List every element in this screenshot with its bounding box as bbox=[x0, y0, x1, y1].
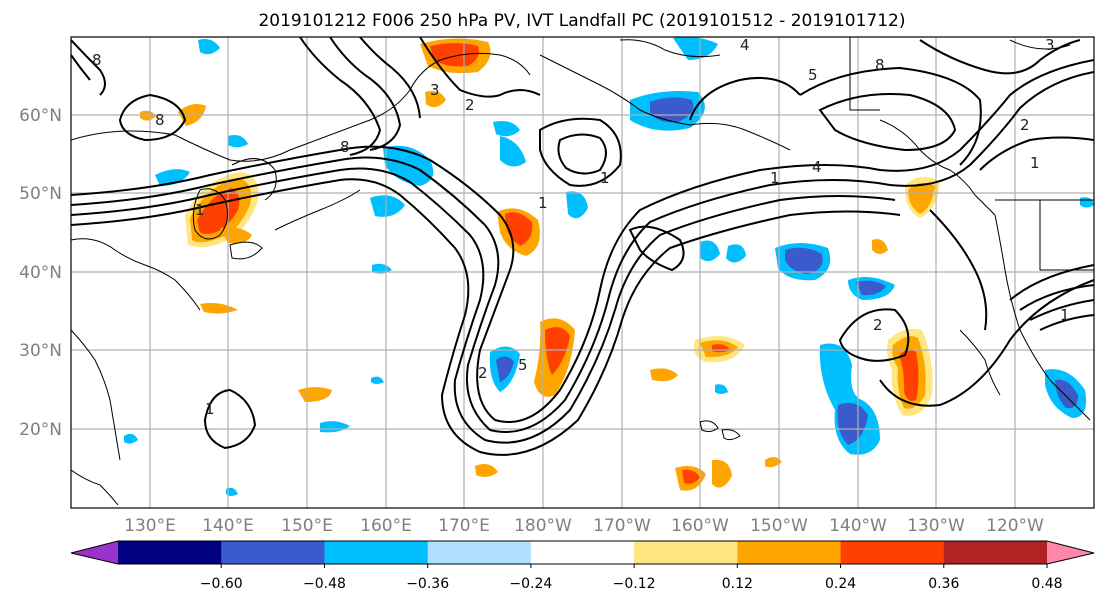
colorbar-segments bbox=[118, 541, 1048, 564]
contour-label: 1 bbox=[770, 169, 780, 187]
latitude-labels: 60°N 50°N 40°N 30°N 20°N bbox=[19, 106, 62, 440]
contour-lines bbox=[71, 37, 1094, 456]
contour-label: 8 bbox=[340, 138, 350, 156]
lon-label: 160°W bbox=[671, 516, 729, 536]
colorbar-tick-label: 0.24 bbox=[825, 576, 856, 592]
lon-label: 170°E bbox=[438, 516, 490, 536]
colorbar-extend-right bbox=[1047, 541, 1094, 564]
lat-label: 40°N bbox=[19, 263, 62, 283]
lon-label: 120°W bbox=[986, 516, 1044, 536]
contour-label: 3 bbox=[1045, 36, 1055, 54]
colorbar-tick-label: −0.36 bbox=[406, 576, 449, 592]
contour-label: 4 bbox=[812, 158, 822, 176]
contour-label: 1 bbox=[1060, 306, 1070, 324]
lat-label: 60°N bbox=[19, 106, 62, 126]
contour-label: 2 bbox=[478, 364, 488, 382]
contour-labels: 8 8 3 4 2 1 1 8 1 1 4 1 5 5 2 2 1 1 2 3 bbox=[92, 36, 1070, 418]
colorbar-segment bbox=[324, 541, 429, 564]
colorbar-segment bbox=[118, 541, 222, 564]
lon-label: 160°E bbox=[360, 516, 412, 536]
contour-label: 1 bbox=[538, 194, 548, 212]
colorbar-tick-label: −0.48 bbox=[303, 576, 346, 592]
contour-label: 5 bbox=[808, 66, 818, 84]
colorbar-tick-label: 0.48 bbox=[1031, 576, 1062, 592]
contour-label: 1 bbox=[205, 400, 215, 418]
colorbar-tick-label: 0.12 bbox=[722, 576, 753, 592]
contour-label: 8 bbox=[155, 111, 165, 129]
contour-label: 3 bbox=[430, 81, 440, 99]
colorbar-segment bbox=[221, 541, 325, 564]
longitude-labels: 130°E 140°E 150°E 160°E 170°E 180°W 170°… bbox=[124, 516, 1044, 536]
lon-label: 150°W bbox=[750, 516, 808, 536]
lat-label: 50°N bbox=[19, 184, 62, 204]
colorbar-segment bbox=[634, 541, 738, 564]
lon-label: 140°E bbox=[202, 516, 254, 536]
colorbar-tick-label: −0.12 bbox=[613, 576, 656, 592]
lat-label: 20°N bbox=[19, 420, 62, 440]
colorbar-segment bbox=[737, 541, 842, 564]
colorbar-tick-label: −0.60 bbox=[200, 576, 243, 592]
colorbar-segment bbox=[427, 541, 532, 564]
lon-label: 130°W bbox=[907, 516, 965, 536]
colorbar-segment bbox=[840, 541, 945, 564]
colorbar-segment bbox=[943, 541, 1048, 564]
lon-label: 170°W bbox=[593, 516, 651, 536]
contour-label: 4 bbox=[740, 36, 750, 54]
map-panel: 8 8 3 4 2 1 1 8 1 1 4 1 5 5 2 2 1 1 2 3 bbox=[70, 36, 1095, 509]
contour-label: 1 bbox=[195, 201, 205, 219]
colorbar: −0.60 −0.48 −0.36 −0.24 −0.12 0.12 0.24 0.36 0.4… bbox=[70, 540, 1095, 592]
figure-title: 2019101212 F006 250 hPa PV, IVT Landfall… bbox=[258, 11, 905, 31]
contour-label: 2 bbox=[1020, 116, 1030, 134]
contour-label: 2 bbox=[465, 96, 475, 114]
contour-label: 5 bbox=[518, 356, 528, 374]
graticule bbox=[71, 37, 1094, 508]
colorbar-extend-left bbox=[71, 541, 118, 564]
colorbar-tick-label: −0.24 bbox=[509, 576, 552, 592]
lat-label: 30°N bbox=[19, 341, 62, 361]
contour-label: 2 bbox=[873, 316, 883, 334]
colorbar-segment bbox=[530, 541, 635, 564]
pv-anomaly-shading bbox=[124, 37, 1094, 496]
lon-label: 130°E bbox=[124, 516, 176, 536]
lon-label: 180°W bbox=[514, 516, 572, 536]
contour-label: 8 bbox=[92, 51, 102, 69]
colorbar-ticks: −0.60 −0.48 −0.36 −0.24 −0.12 0.12 0.24 0.36 0.4… bbox=[200, 564, 1063, 592]
lon-label: 140°W bbox=[829, 516, 887, 536]
colorbar-tick-label: 0.36 bbox=[928, 576, 959, 592]
lon-label: 150°E bbox=[281, 516, 333, 536]
contour-label: 8 bbox=[875, 56, 885, 74]
contour-label: 1 bbox=[1030, 154, 1040, 172]
contour-label: 1 bbox=[600, 169, 610, 187]
